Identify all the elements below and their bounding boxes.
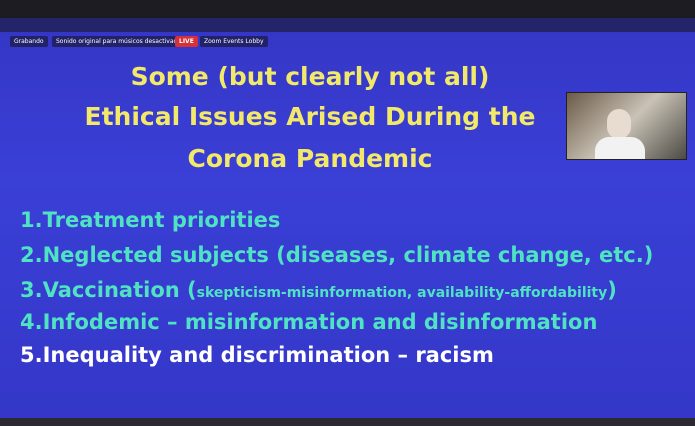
live-badge: LIVE	[175, 36, 198, 47]
slide-title: Corona Pandemic	[187, 144, 433, 173]
slide-title: Some (but clearly not all)	[130, 62, 490, 91]
item-text: 3.Vaccination (	[20, 278, 197, 302]
list-item: 2.Neglected subjects (diseases, climate …	[20, 243, 654, 267]
speaker-video	[566, 92, 687, 160]
item-detail: skepticism-misinformation, availability-…	[196, 285, 608, 301]
top-bar	[0, 18, 695, 32]
slide-title: Ethical Issues Arised During the	[84, 102, 536, 131]
speaker-head	[607, 109, 631, 139]
recording-badge: Grabando	[10, 36, 48, 47]
list-item: 1.Treatment priorities	[20, 208, 281, 232]
lobby-button[interactable]: Zoom Events Lobby	[200, 36, 268, 47]
speaker-body	[595, 137, 645, 159]
frame-bottom	[0, 418, 695, 426]
item-close: )	[607, 278, 617, 302]
list-item: 3.Vaccination (skepticism-misinformation…	[20, 278, 617, 302]
list-item: 5.Inequality and discrimination – racism	[20, 343, 494, 367]
list-item: 4.Infodemic – misinformation and disinfo…	[20, 310, 598, 334]
screen	[0, 18, 695, 418]
sound-badge[interactable]: Sonido original para músicos desactivado	[52, 36, 185, 47]
